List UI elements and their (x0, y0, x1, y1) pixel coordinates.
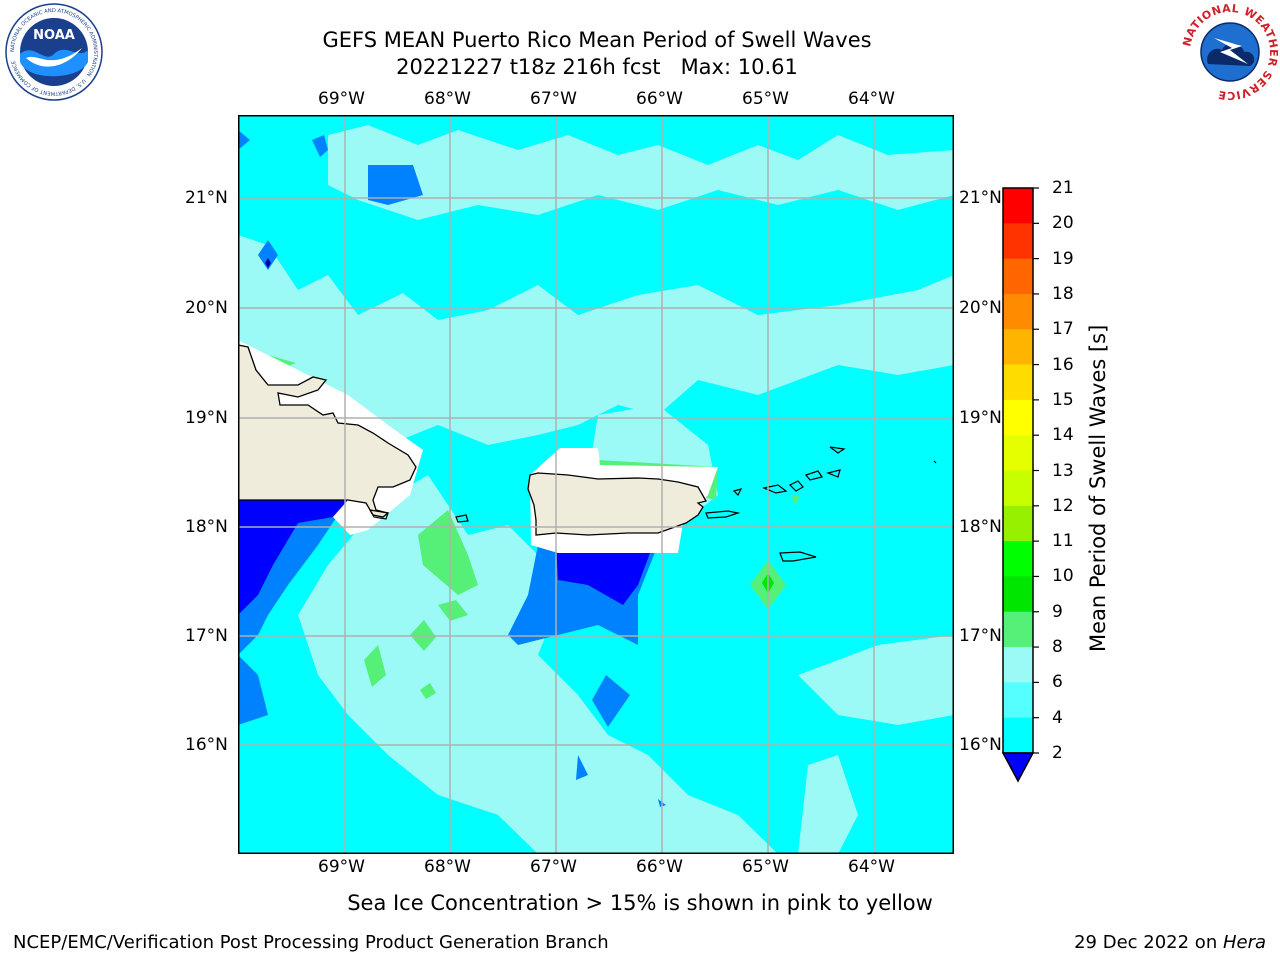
footer-date-text: 29 Dec 2022 on (1074, 932, 1223, 953)
hispaniola-land (238, 344, 417, 518)
map-grid (238, 115, 954, 854)
lon-label-bottom: 66°W (636, 857, 683, 877)
colorbar-band (1003, 717, 1033, 754)
lon-label-bottom: 64°W (848, 857, 895, 877)
colorbar-tick-label: 13 (1052, 460, 1074, 481)
lat-label-right: 18°N (959, 517, 1002, 537)
swell-field-0-2 (238, 258, 653, 615)
sea-ice-note: Sea Ice Concentration > 15% is shown in … (347, 891, 933, 915)
footer-machine: Hera (1222, 932, 1266, 953)
colorbar-band (1003, 399, 1033, 436)
colorbar-tick-label: 17 (1052, 319, 1074, 340)
lat-label-left: 20°N (185, 298, 228, 318)
colorbar-tick-label: 9 (1052, 601, 1063, 622)
footer-date: 29 Dec 2022 on Hera (1074, 932, 1266, 954)
chart-subtitle: 20221227 t18z 216h fcst Max: 10.61 (396, 55, 798, 79)
map-frame (238, 115, 954, 854)
lon-label-top: 69°W (318, 89, 365, 109)
colorbar-band (1003, 293, 1033, 330)
colorbar-tick-label: 4 (1052, 707, 1063, 728)
colorbar-band (1003, 364, 1033, 401)
colorbar-tick-label: 2 (1052, 743, 1063, 763)
noaa-logo: NATIONAL OCEANIC AND ATMOSPHERIC ADMINIS… (5, 3, 103, 101)
lat-label-left: 19°N (185, 408, 228, 428)
colorbar-tick-label: 19 (1052, 248, 1074, 269)
footer-credit: NCEP/EMC/Verification Post Processing Pr… (13, 932, 609, 953)
lon-label-bottom: 67°W (530, 857, 577, 877)
colorbar-tick-label: 10 (1052, 566, 1074, 587)
colorbar-extend-arrow (1001, 752, 1035, 783)
swell-period-map (238, 115, 954, 854)
colorbar-tick-label: 11 (1052, 531, 1074, 552)
colorbar (1001, 187, 1039, 783)
colorbar-band (1003, 611, 1033, 648)
colorbar-tick-label: 20 (1052, 213, 1074, 234)
lon-label-top: 67°W (530, 89, 577, 109)
colorbar-band (1003, 329, 1033, 366)
lat-label-left: 18°N (185, 517, 228, 537)
lat-label-right: 20°N (959, 298, 1002, 318)
colorbar-band (1003, 470, 1033, 507)
colorbar-band (1003, 505, 1033, 542)
colorbar-band (1003, 435, 1033, 471)
svg-text:NOAA: NOAA (33, 28, 75, 43)
virgin-islands (368, 446, 937, 562)
lon-label-bottom: 68°W (424, 857, 471, 877)
colorbar-tick-label: 12 (1052, 495, 1074, 516)
lon-label-bottom: 65°W (742, 857, 789, 877)
puerto-rico-land (527, 472, 707, 536)
colorbar-tick-label: 8 (1052, 637, 1063, 658)
lon-label-top: 65°W (742, 89, 789, 109)
lon-label-top: 66°W (636, 89, 683, 109)
colorbar-label: Mean Period of Swell Waves [s] (1086, 324, 1110, 652)
chart-title: GEFS MEAN Puerto Rico Mean Period of Swe… (322, 28, 872, 52)
colorbar-tick-label: 15 (1052, 389, 1074, 410)
lat-label-right: 17°N (959, 626, 1002, 646)
lon-label-top: 68°W (424, 89, 471, 109)
colorbar-tick-label: 21 (1052, 178, 1074, 198)
colorbar-band (1003, 576, 1033, 613)
colorbar-band (1003, 647, 1033, 683)
colorbar-tick-label: 18 (1052, 283, 1074, 304)
colorbar-band (1003, 188, 1033, 224)
nws-logo: NATIONAL WEATHER SERVICE (1180, 2, 1279, 102)
lat-label-left: 16°N (185, 735, 228, 755)
colorbar-tick-label: 6 (1052, 672, 1063, 693)
colorbar-band (1003, 682, 1033, 719)
lon-label-top: 64°W (848, 89, 895, 109)
lat-label-left: 17°N (185, 626, 228, 646)
lat-label-right: 16°N (959, 735, 1002, 755)
colorbar-band (1003, 258, 1033, 295)
lat-label-left: 21°N (185, 188, 228, 208)
colorbar-band (1003, 541, 1033, 577)
lon-label-bottom: 69°W (318, 857, 365, 877)
colorbar-tick-label: 14 (1052, 425, 1074, 446)
colorbar-tick-label: 16 (1052, 354, 1074, 375)
lat-label-right: 21°N (959, 188, 1002, 208)
lat-label-right: 19°N (959, 408, 1002, 428)
colorbar-band (1003, 223, 1033, 260)
